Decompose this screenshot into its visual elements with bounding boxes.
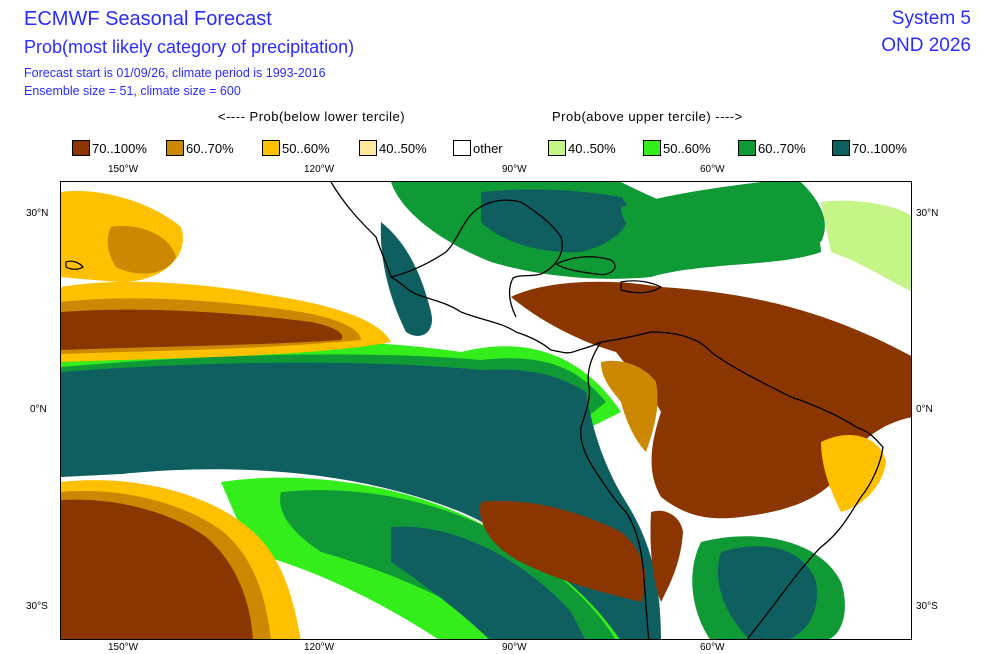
lat-tick-left: 0°N bbox=[30, 404, 47, 415]
probability-map bbox=[60, 181, 912, 640]
legend-item: 40..50% bbox=[548, 138, 616, 158]
region-below-60-70-sa-rim bbox=[601, 360, 658, 452]
lon-tick-bottom: 120°W bbox=[304, 642, 335, 653]
region-above-70-100-sw-atlantic bbox=[717, 546, 817, 639]
lat-tick-left: 30°N bbox=[26, 208, 49, 219]
region-below-70-100-south-patagonia bbox=[480, 501, 646, 602]
region-above-40-50 bbox=[821, 200, 911, 292]
region-below-50-60-sa-east bbox=[821, 434, 886, 512]
legend-swatch bbox=[359, 140, 377, 156]
lon-tick-top: 60°W bbox=[700, 164, 725, 175]
coastline-islands bbox=[65, 256, 663, 294]
legend-swatch bbox=[453, 140, 471, 156]
region-below-70-100-np bbox=[61, 309, 343, 350]
legend-item: 50..60% bbox=[643, 138, 711, 158]
lon-tick-bottom: 150°W bbox=[108, 642, 139, 653]
legend-swatch bbox=[262, 140, 280, 156]
lat-tick-right: 30°N bbox=[916, 208, 939, 219]
legend-swatch bbox=[548, 140, 566, 156]
region-above-atlantic bbox=[621, 182, 825, 249]
legend-item: 60..70% bbox=[738, 138, 806, 158]
period-label: OND 2026 bbox=[881, 35, 971, 56]
legend-label: 70..100% bbox=[92, 140, 147, 156]
lon-tick-bottom: 90°W bbox=[502, 642, 527, 653]
legend-item: 50..60% bbox=[262, 138, 330, 158]
system-label: System 5 bbox=[891, 8, 971, 29]
legend-label: 60..70% bbox=[758, 140, 806, 156]
lon-tick-top: 120°W bbox=[304, 164, 335, 175]
legend-item: 70..100% bbox=[832, 138, 907, 158]
chart-title: ECMWF Seasonal Forecast bbox=[24, 8, 272, 30]
legend-item: 60..70% bbox=[166, 138, 234, 158]
legend-item: other bbox=[453, 138, 503, 158]
below-tercile-header: <---- Prob(below lower tercile) bbox=[218, 109, 406, 124]
legend: 70..100% 60..70% 50..60% 40..50% other 4… bbox=[72, 138, 972, 158]
coastline-north-america bbox=[330, 182, 884, 639]
legend-label: 60..70% bbox=[186, 140, 234, 156]
legend-item: 70..100% bbox=[72, 138, 147, 158]
legend-label: 70..100% bbox=[852, 140, 907, 156]
coastline-south-america-west bbox=[580, 341, 650, 639]
region-above-70-100-eq-pacific bbox=[61, 362, 661, 639]
coastline-central-america-gulf bbox=[390, 199, 563, 318]
lon-tick-bottom: 60°W bbox=[700, 642, 725, 653]
lat-tick-right: 30°S bbox=[916, 601, 938, 612]
legend-label: other bbox=[473, 140, 503, 156]
lat-tick-right: 0°N bbox=[916, 404, 933, 415]
lon-tick-top: 150°W bbox=[108, 164, 139, 175]
region-above-70-100-south bbox=[391, 526, 585, 639]
legend-swatch bbox=[643, 140, 661, 156]
forecast-info: Forecast start is 01/09/26, climate peri… bbox=[24, 66, 326, 80]
region-below-chile bbox=[650, 510, 683, 602]
legend-swatch bbox=[738, 140, 756, 156]
above-tercile-header: Prob(above upper tercile) ----> bbox=[552, 109, 743, 124]
ensemble-info: Ensemble size = 51, climate size = 600 bbox=[24, 84, 241, 98]
legend-label: 40..50% bbox=[568, 140, 616, 156]
chart-subtitle: Prob(most likely category of precipitati… bbox=[24, 37, 355, 57]
region-below-60-70-nw bbox=[107, 226, 176, 274]
legend-swatch bbox=[72, 140, 90, 156]
legend-swatch bbox=[166, 140, 184, 156]
region-above-70-100-gulf bbox=[481, 189, 629, 253]
legend-label: 50..60% bbox=[663, 140, 711, 156]
legend-label: 50..60% bbox=[282, 140, 330, 156]
legend-item: 40..50% bbox=[359, 138, 427, 158]
lon-tick-top: 90°W bbox=[502, 164, 527, 175]
lat-tick-left: 30°S bbox=[26, 601, 48, 612]
region-below-70-100-sp bbox=[61, 499, 253, 639]
region-above-central-america bbox=[380, 222, 432, 336]
legend-swatch bbox=[832, 140, 850, 156]
map-svg bbox=[61, 182, 911, 639]
legend-label: 40..50% bbox=[379, 140, 427, 156]
